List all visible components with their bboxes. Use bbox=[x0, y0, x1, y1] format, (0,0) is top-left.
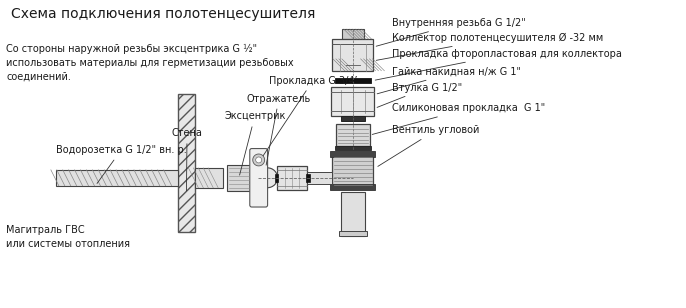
Text: Вентиль угловой: Вентиль угловой bbox=[378, 125, 480, 166]
Bar bbox=[332, 152, 373, 188]
Bar bbox=[307, 172, 332, 184]
Bar bbox=[274, 174, 279, 182]
Text: Силиконовая прокладка  G 1": Силиконовая прокладка G 1" bbox=[372, 103, 545, 135]
Bar bbox=[330, 151, 375, 157]
Text: Гайка накидная н/ж G 1": Гайка накидная н/ж G 1" bbox=[377, 67, 521, 94]
FancyBboxPatch shape bbox=[250, 148, 268, 207]
Text: Отражатель: Отражатель bbox=[247, 94, 311, 165]
Polygon shape bbox=[256, 157, 261, 163]
Bar bbox=[330, 184, 375, 190]
Bar bbox=[342, 29, 364, 39]
Bar bbox=[278, 166, 307, 190]
Bar bbox=[196, 168, 223, 188]
Bar bbox=[336, 124, 370, 146]
Circle shape bbox=[258, 168, 278, 188]
Polygon shape bbox=[252, 154, 265, 166]
Bar bbox=[227, 165, 251, 191]
Text: Втулка G 1/2": Втулка G 1/2" bbox=[377, 83, 462, 107]
Text: Магитраль ГВС
или системы отопления: Магитраль ГВС или системы отопления bbox=[6, 225, 130, 249]
Text: Коллектор полотенцесушителя Ø -32 мм: Коллектор полотенцесушителя Ø -32 мм bbox=[376, 33, 604, 60]
Bar bbox=[332, 39, 373, 71]
Bar bbox=[331, 87, 375, 116]
Bar bbox=[341, 116, 364, 121]
Text: Эксцентрик: Эксцентрик bbox=[224, 111, 285, 175]
Bar bbox=[339, 231, 366, 236]
Bar bbox=[178, 94, 196, 232]
Text: Стена: Стена bbox=[172, 128, 202, 191]
Text: Прокладка G 3/4’: Прокладка G 3/4’ bbox=[263, 76, 357, 156]
Text: Схема подключения полотенцесушителя: Схема подключения полотенцесушителя bbox=[11, 7, 316, 21]
Text: Водорозетка G 1/2" вн. р.: Водорозетка G 1/2" вн. р. bbox=[56, 145, 187, 184]
Bar bbox=[56, 170, 178, 186]
Text: Со стороны наружной резьбы эксцентрика G ½"
использовать материалы для герметиза: Со стороны наружной резьбы эксцентрика G… bbox=[6, 44, 294, 82]
Bar bbox=[335, 78, 370, 83]
Text: Внутренняя резьба G 1/2": Внутренняя резьба G 1/2" bbox=[376, 18, 526, 46]
Bar bbox=[341, 192, 364, 236]
Text: Прокладка фторопластовая для коллектора: Прокладка фторопластовая для коллектора bbox=[375, 49, 622, 80]
Bar bbox=[335, 146, 370, 150]
Bar bbox=[306, 174, 310, 182]
